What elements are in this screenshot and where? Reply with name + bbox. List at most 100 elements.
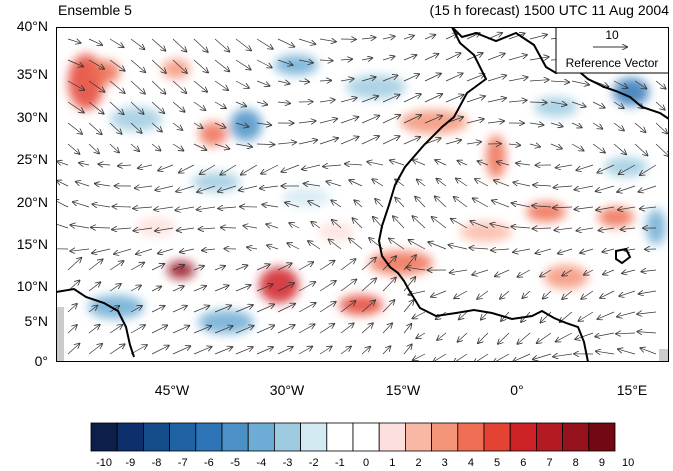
wind-vector-arrow (331, 200, 342, 208)
wind-vector-arrow (214, 122, 225, 128)
wind-vector-arrow (543, 290, 552, 299)
wind-vector-arrow (67, 344, 79, 355)
wind-vector-arrow (277, 142, 296, 144)
wind-vector-arrow (372, 179, 384, 187)
wind-vector-arrow (416, 332, 426, 338)
wind-vector-arrow (179, 164, 195, 173)
wind-vector-arrow (311, 222, 321, 229)
colorbar-swatch (509, 422, 537, 452)
wind-vector-arrow (361, 77, 376, 82)
wind-vector-arrow (403, 324, 411, 334)
wind-vector-arrow (287, 243, 300, 250)
wind-vector-arrow (88, 325, 100, 334)
colorbar-label: -7 (178, 457, 188, 467)
wind-vector-arrow (98, 164, 111, 165)
wind-vector-arrow (193, 306, 209, 313)
wind-vector-arrow (487, 98, 506, 103)
lat-label-5n: 5°N (24, 313, 49, 329)
wind-vector-arrow (522, 290, 531, 298)
wind-vector-arrow (57, 181, 69, 187)
wind-vectors (56, 33, 669, 362)
wind-vector-arrow (130, 263, 144, 271)
wind-vector-arrow (109, 325, 122, 334)
wind-vector-arrow (634, 80, 646, 89)
wind-vector-arrow (193, 59, 208, 73)
wind-vector-arrow (256, 80, 269, 86)
wind-vector-arrow (154, 207, 174, 210)
colorbar-swatch (588, 422, 616, 452)
lat-label-15n: 15°N (16, 236, 48, 252)
wind-vector-arrow (424, 35, 435, 39)
wind-vector-arrow (323, 165, 342, 167)
wind-vector-arrow (218, 207, 237, 209)
colorbar-label: 4 (468, 457, 474, 467)
colorbar-swatch (562, 422, 590, 452)
wind-vector-arrow (197, 185, 216, 192)
wind-vector-arrow (445, 140, 461, 145)
colorbar-swatch (169, 422, 197, 452)
wind-vector-arrow (214, 266, 225, 270)
wind-vector-arrow (637, 312, 657, 314)
map-frame (56, 27, 669, 362)
wind-vector-arrow (597, 164, 615, 173)
wind-vector-arrow (256, 38, 273, 49)
coastlines (56, 27, 669, 362)
wind-vector-arrow (553, 354, 573, 357)
wind-vector-arrow (91, 227, 111, 228)
wind-vector-arrow (432, 217, 447, 229)
wind-vector-arrow (319, 324, 334, 334)
wind-vector-arrow (382, 115, 400, 124)
wind-vector-arrow (550, 123, 563, 127)
wind-vector-arrow (403, 94, 421, 103)
wind-vector-arrow (285, 203, 300, 208)
colorbar-swatch (90, 422, 118, 452)
wind-vector-arrow (622, 270, 636, 273)
wind-vector-arrow (639, 185, 657, 192)
wind-vector-arrow (256, 59, 272, 68)
wind-vector-arrow (361, 323, 373, 334)
wind-vector-arrow (193, 38, 208, 52)
wind-vector-arrow (214, 80, 228, 90)
wind-vector-arrow (354, 200, 363, 208)
wind-vector-arrow (133, 207, 153, 209)
wind-vector-arrow (584, 269, 594, 275)
colorbar-swatch (326, 422, 354, 452)
wind-vector-arrow (151, 122, 162, 132)
wind-vector-arrow (95, 184, 111, 186)
wind-vector-arrow (579, 311, 594, 321)
wind-vector-arrow (193, 122, 203, 128)
wind-vector-arrow (332, 220, 342, 229)
wind-vector-arrow (537, 332, 552, 343)
wind-vector-arrow (172, 59, 187, 73)
wind-vector-arrow (319, 60, 333, 61)
wind-vector-arrow (340, 79, 354, 81)
wind-vector-arrow (175, 207, 195, 210)
wind-vector-arrow (513, 249, 531, 252)
wind-vector-arrow (130, 143, 139, 151)
wind-vector-arrow (403, 55, 416, 61)
wind-vector-arrow (92, 204, 111, 207)
colorbar-label: 2 (415, 457, 421, 467)
wind-vector-arrow (596, 207, 615, 210)
wind-vector-arrow (88, 122, 102, 134)
wind-vector-arrow (151, 325, 167, 334)
wind-vector-arrow (600, 290, 615, 298)
colorbar-swatch (300, 422, 328, 452)
wind-vector-arrow (289, 223, 300, 229)
wind-vector-arrow (136, 248, 153, 254)
colorbar-swatch (143, 422, 171, 452)
wind-vector-arrow (518, 269, 531, 277)
wind-vector-arrow (470, 248, 489, 249)
wind-vector-arrow (361, 96, 378, 103)
wind-vector-arrow (403, 137, 420, 145)
wind-vector-arrow (199, 228, 216, 229)
colorbar-swatch (352, 422, 380, 452)
wind-vector-arrow (529, 123, 543, 125)
reference-vector-legend: 10 Reference Vector (555, 27, 669, 74)
wind-vector-arrow (403, 36, 414, 39)
wind-vector-arrow (413, 353, 426, 360)
wind-vector-arrow (109, 284, 121, 292)
wind-vector-arrow (130, 59, 145, 72)
wind-vector-arrow (220, 164, 237, 175)
colorbar-label: 9 (599, 457, 605, 467)
